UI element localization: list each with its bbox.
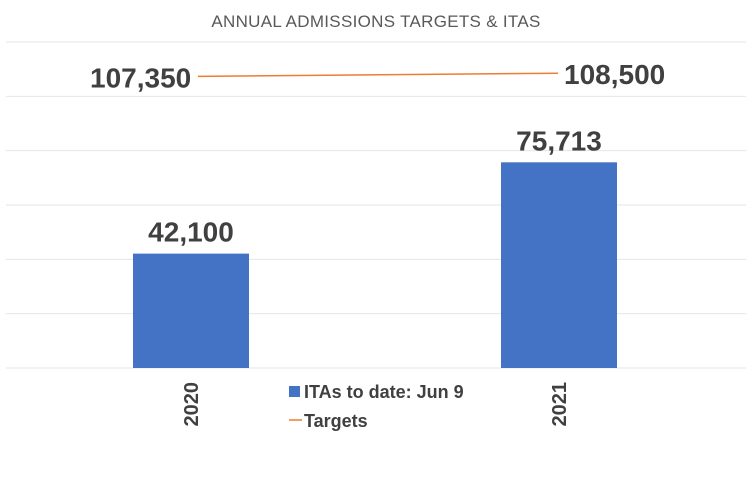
x-tick-2021: 2021: [549, 382, 571, 427]
line-series: [197, 72, 559, 78]
legend: ITAs to date: Jun 9 Targets: [289, 382, 464, 431]
data-labels: 42,100 75,713 107,350 108,500: [90, 59, 665, 247]
x-tick-2020: 2020: [181, 382, 203, 427]
bar-2020: [133, 253, 249, 368]
target-value-label-2020: 107,350: [90, 62, 191, 93]
gridlines: [6, 41, 746, 369]
targets-line: [197, 72, 559, 78]
bar-series: [133, 162, 617, 368]
legend-bar-label: ITAs to date: Jun 9: [304, 382, 464, 402]
bar-value-label-2021: 75,713: [516, 125, 602, 156]
bar-2021: [501, 162, 617, 368]
x-axis-ticks: 2020 2021: [181, 382, 571, 427]
target-value-label-2021: 108,500: [564, 59, 665, 90]
bar-value-label-2020: 42,100: [148, 217, 234, 248]
chart-title: ANNUAL ADMISSIONS TARGETS & ITAS: [211, 12, 540, 31]
legend-bar-swatch: [289, 386, 300, 397]
legend-line-label: Targets: [304, 411, 368, 431]
